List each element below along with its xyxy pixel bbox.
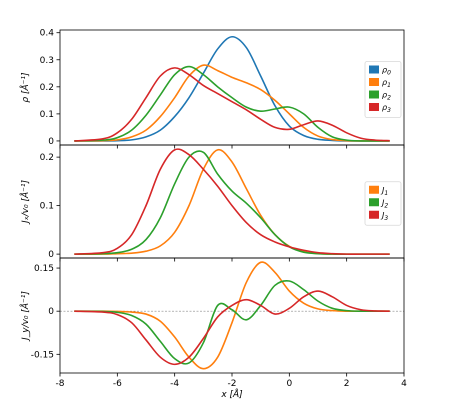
y-tick-label: 0.1 bbox=[40, 202, 54, 212]
legend-label: J2 bbox=[380, 198, 388, 209]
y-axis-label: ρ [Å⁻¹] bbox=[19, 72, 31, 103]
series-line-3-1 bbox=[74, 261, 390, 370]
series-line-3-3 bbox=[74, 290, 390, 366]
x-tick-label: 2 bbox=[344, 379, 350, 389]
y-tick-label: 0 bbox=[48, 137, 54, 147]
x-tick-label: 4 bbox=[401, 379, 407, 389]
x-tick-label: -2 bbox=[228, 379, 237, 389]
x-axis-label: x [Å] bbox=[220, 388, 243, 400]
y-tick-label: 0.1 bbox=[40, 110, 54, 120]
x-tick-label: -6 bbox=[113, 379, 122, 389]
legend-swatch bbox=[369, 90, 379, 99]
legend-swatch bbox=[369, 78, 379, 86]
legend-swatch bbox=[369, 65, 379, 74]
y-tick-label: 0.15 bbox=[34, 264, 54, 274]
legend-label: J1 bbox=[380, 186, 388, 197]
y-tick-label: 0.4 bbox=[40, 29, 55, 39]
y-axis-label: J_y/v₀ [Å⁻¹] bbox=[19, 291, 31, 342]
series-line-1-2 bbox=[74, 64, 390, 142]
panel-3: -0.15 0 0.15 -8 -6 -4 -2 0 2 4 J_y/v₀ [Å⁻¹] x [Å] bbox=[19, 257, 407, 400]
legend-swatch bbox=[369, 198, 379, 207]
y-tick-label: 0.3 bbox=[40, 56, 54, 66]
series-line-1-1 bbox=[74, 35, 390, 142]
series-line-2-3 bbox=[74, 148, 390, 255]
y-tick-label: 0 bbox=[48, 307, 54, 317]
y-tick-label: -0.15 bbox=[31, 350, 54, 360]
legend-label: J3 bbox=[380, 211, 388, 222]
x-tick-label: -4 bbox=[170, 379, 179, 389]
legend-label: ρ0 bbox=[382, 66, 391, 77]
legend-label: ρ3 bbox=[382, 103, 391, 114]
series-line-2-1 bbox=[74, 148, 390, 255]
y-axis-label: Jₓ/v₀ [Å⁻¹] bbox=[19, 180, 31, 226]
series-line-1-3 bbox=[74, 65, 390, 142]
series-line-1-4 bbox=[74, 67, 390, 142]
legend-label: ρ2 bbox=[382, 91, 391, 102]
x-tick-label: 0 bbox=[286, 379, 292, 389]
plot-frame bbox=[59, 29, 405, 146]
y-tick-label: 0 bbox=[48, 250, 54, 260]
series-line-2-2 bbox=[74, 150, 390, 255]
legend-swatch bbox=[369, 185, 379, 194]
y-tick-label: 0.2 bbox=[40, 153, 54, 163]
x-tick-label: -8 bbox=[56, 379, 65, 389]
plot-frame bbox=[59, 257, 405, 374]
legend-swatch bbox=[369, 103, 379, 111]
y-tick-label: 0.2 bbox=[40, 83, 54, 93]
series-line-3-2 bbox=[74, 279, 390, 365]
legend-swatch bbox=[369, 210, 379, 219]
legend-label: ρ1 bbox=[382, 78, 391, 89]
